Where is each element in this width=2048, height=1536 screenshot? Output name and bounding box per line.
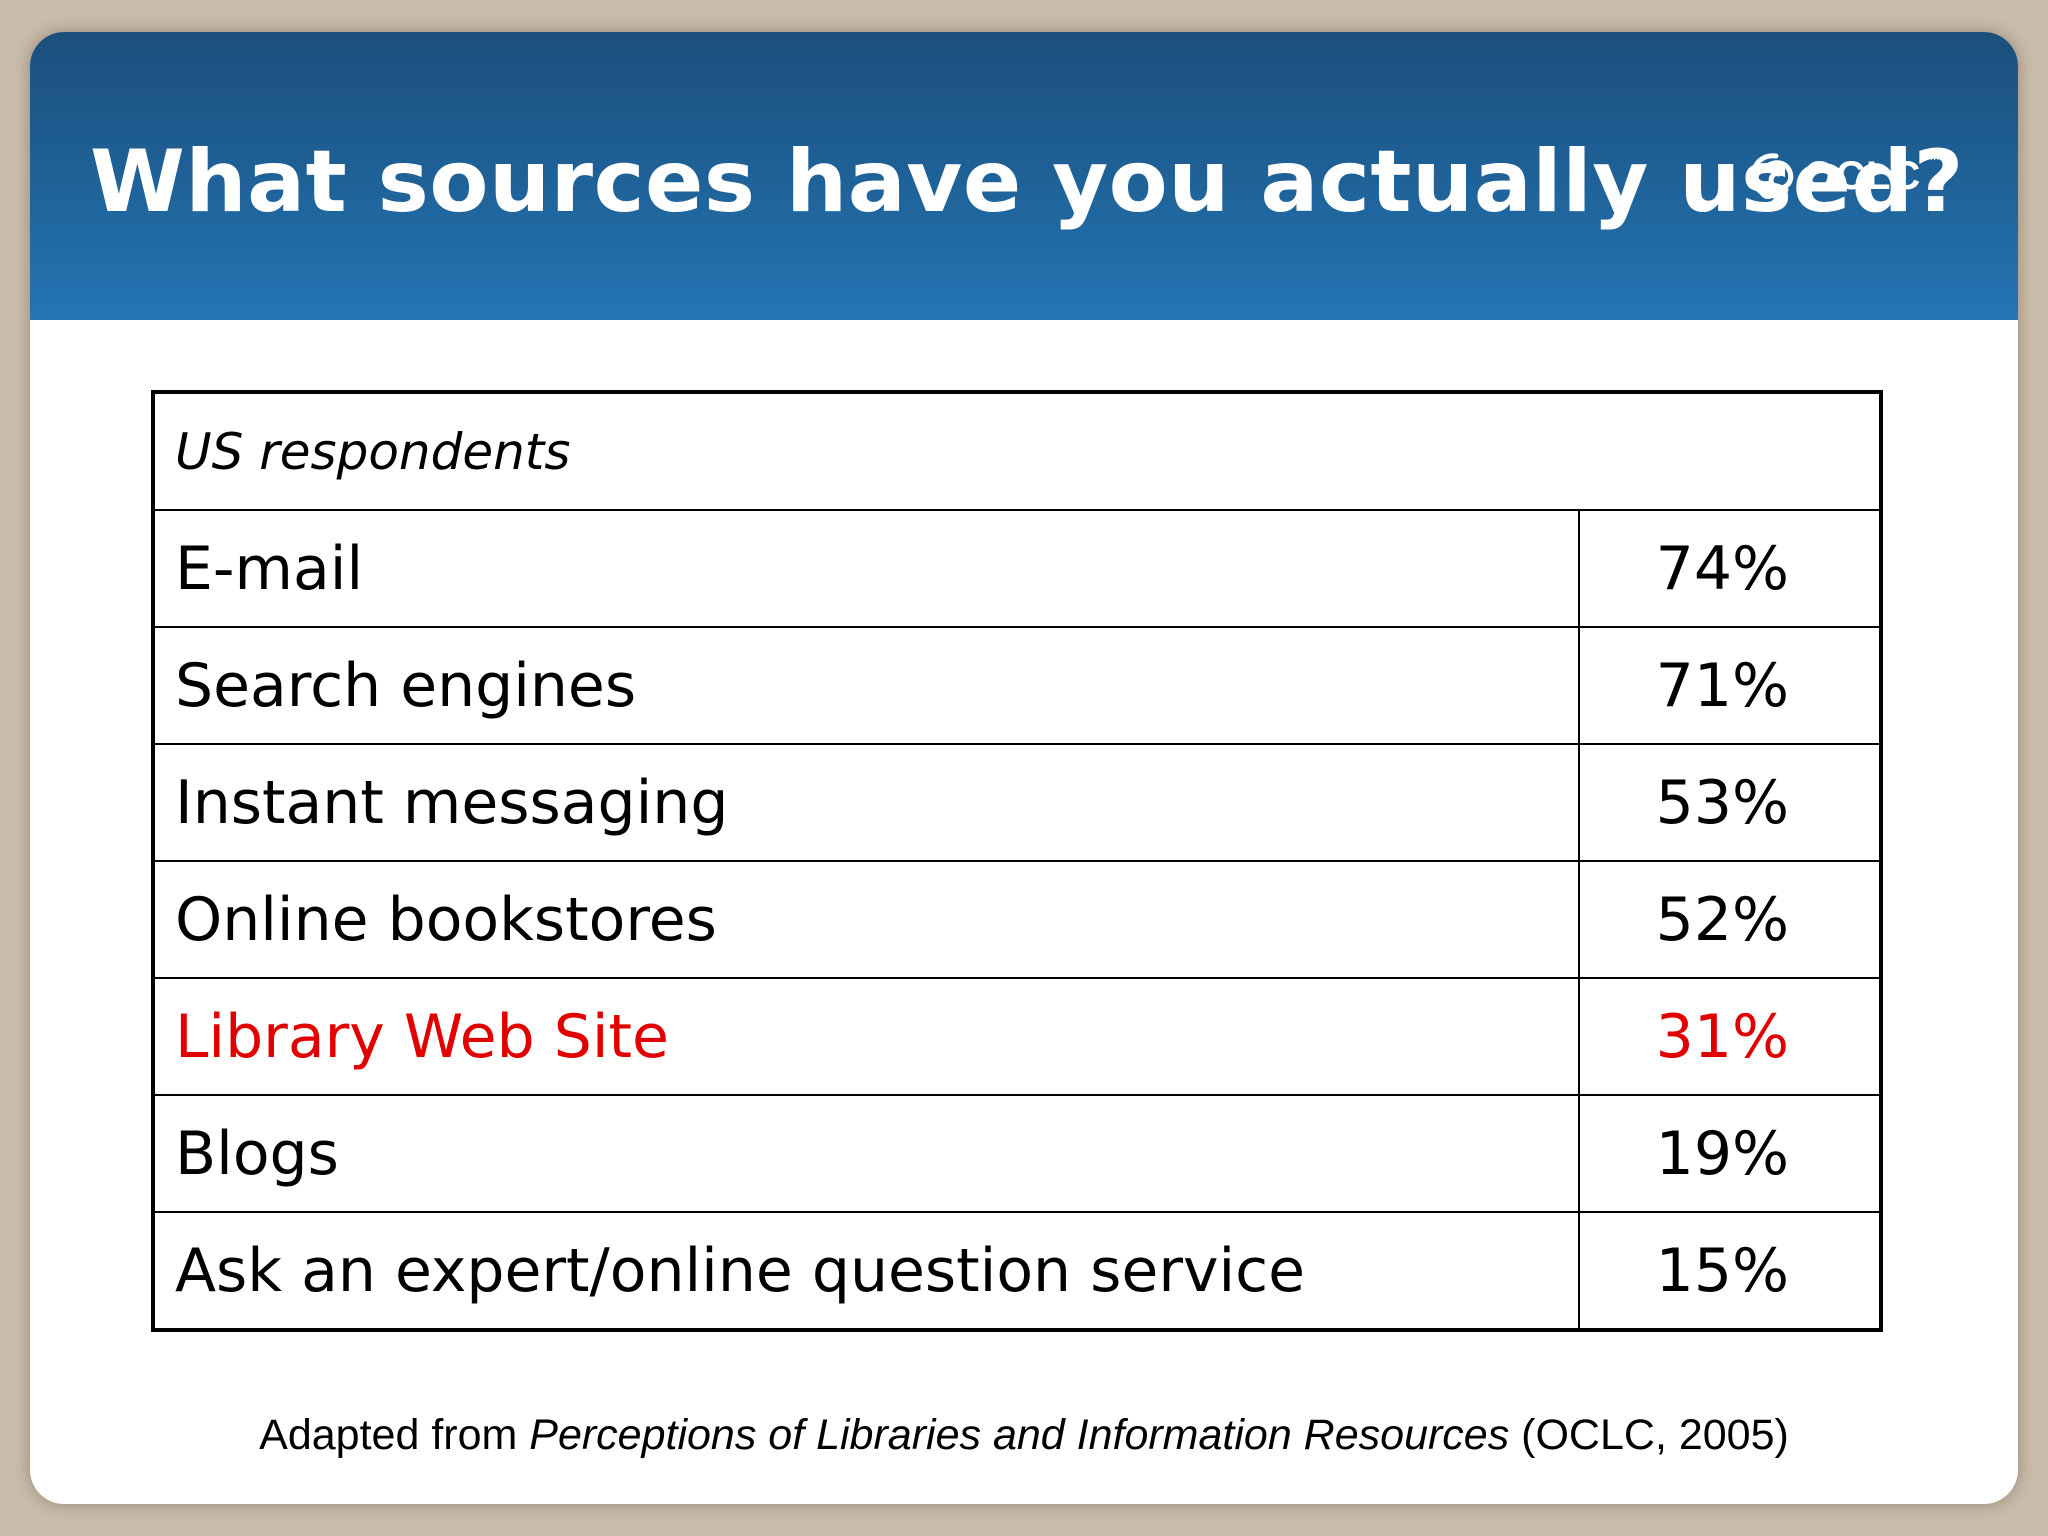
source-percentage: 52% [1578,860,1882,979]
table-caption-row: US respondents [152,391,1882,511]
source-label: Search engines [152,626,1580,745]
source-label: Library Web Site [152,977,1580,1096]
oclc-trademark: TM [1923,151,1940,163]
citation-prefix: Adapted from [259,1411,530,1459]
table-row: Blogs 19% [152,1094,1882,1213]
source-label: Instant messaging [152,743,1580,862]
slide-title: What sources have you actually used? [90,132,1964,232]
table-caption: US respondents [152,391,1882,511]
slide: What sources have you actually used? OCL… [30,32,2018,1504]
source-label: Blogs [152,1094,1580,1213]
oclc-logo: OCLC TM [1746,148,1939,204]
source-label: Ask an expert/online question service [152,1211,1580,1331]
table-row: Search engines 71% [152,626,1882,745]
table-row: E-mail 74% [152,509,1882,628]
source-percentage: 53% [1578,743,1882,862]
source-percentage: 15% [1578,1211,1882,1331]
source-label: E-mail [152,509,1580,628]
oclc-logo-icon [1750,153,1794,199]
table-row-highlighted: Library Web Site 31% [152,977,1882,1096]
oclc-logo-text: OCLC [1804,154,1922,198]
table-row: Online bookstores 52% [152,860,1882,979]
citation-publication: Perceptions of Libraries and Information… [529,1411,1510,1459]
slide-header: What sources have you actually used? OCL… [30,32,2018,320]
citation-suffix: (OCLC, 2005) [1509,1411,1789,1459]
source-percentage: 74% [1578,509,1882,628]
table-row: Ask an expert/online question service 15… [152,1211,1882,1331]
table-row: Instant messaging 53% [152,743,1882,862]
source-percentage: 71% [1578,626,1882,745]
sources-table: US respondents E-mail 74% Search engines… [151,390,1883,1332]
source-percentage: 31% [1578,977,1882,1096]
source-label: Online bookstores [152,860,1580,979]
source-citation: Adapted from Perceptions of Libraries an… [30,1410,2018,1460]
source-percentage: 19% [1578,1094,1882,1213]
